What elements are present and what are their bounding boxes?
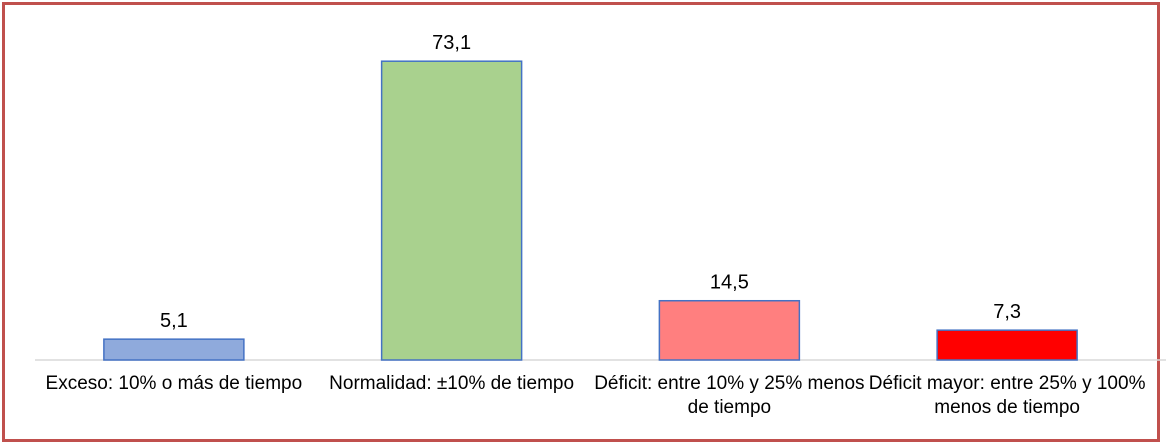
- x-tick-label: Exceso: 10% o más de tiempo: [45, 373, 303, 394]
- value-label: 14,5: [710, 272, 749, 294]
- value-label: 7,3: [993, 301, 1021, 323]
- value-label: 5,1: [160, 310, 188, 332]
- bar: [380, 60, 523, 361]
- x-tick-label: Déficit mayor: entre 25% y 100% menos de…: [868, 373, 1146, 418]
- value-label: 73,1: [432, 32, 471, 54]
- x-tick-label: Normalidad: ±10% de tiempo: [329, 373, 575, 394]
- bar: [936, 329, 1078, 361]
- bar: [103, 338, 245, 361]
- bar: [658, 299, 801, 361]
- x-tick-label: Déficit: entre 10% y 25% menos de tiempo: [594, 373, 865, 418]
